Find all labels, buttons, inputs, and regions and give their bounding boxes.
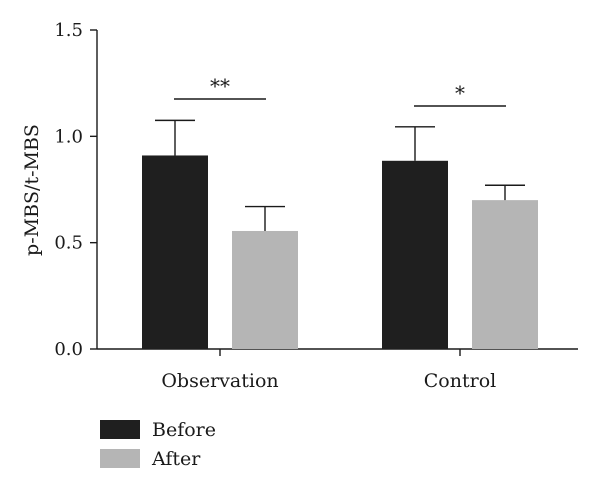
x-category-label: Control (424, 370, 496, 392)
legend-label-before: Before (152, 419, 216, 441)
axis-labels: p-MBS/t-MBS (21, 124, 43, 256)
legend: Before After (100, 419, 216, 470)
x-category-label: Observation (161, 370, 278, 392)
legend-label-after: After (151, 448, 201, 470)
bar-before-control (382, 160, 448, 349)
bar-after-control (472, 200, 538, 349)
bar-after-observation (232, 230, 298, 349)
bar-before-observation (142, 155, 208, 349)
significance-markers: ** * (174, 74, 506, 107)
y-tick-label: 0.5 (54, 233, 83, 254)
error-bars (155, 119, 525, 231)
y-tick-label: 1.0 (54, 126, 83, 147)
y-axis-label: p-MBS/t-MBS (21, 124, 43, 256)
legend-swatch-before (100, 420, 140, 439)
significance-label: * (455, 81, 465, 105)
bars (142, 155, 538, 349)
legend-swatch-after (100, 449, 140, 468)
y-tick-label: 1.5 (54, 20, 83, 41)
y-tick-label: 0.0 (54, 339, 83, 360)
significance-label: ** (210, 74, 230, 98)
